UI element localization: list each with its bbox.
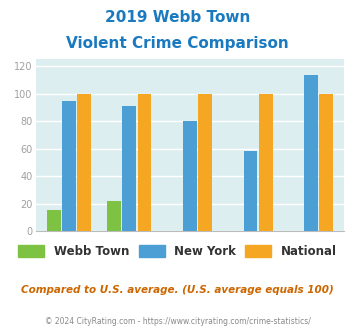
Bar	[47, 211, 61, 231]
Bar	[107, 201, 121, 231]
Bar	[198, 94, 212, 231]
Text: 2019 Webb Town: 2019 Webb Town	[105, 10, 250, 25]
Text: Violent Crime Comparison: Violent Crime Comparison	[66, 36, 289, 51]
Bar	[319, 94, 333, 231]
Bar	[259, 94, 273, 231]
Bar	[137, 94, 152, 231]
Bar	[244, 151, 257, 231]
Bar	[122, 106, 136, 231]
Bar	[77, 94, 91, 231]
Bar	[304, 75, 318, 231]
Legend: Webb Town, New York, National: Webb Town, New York, National	[18, 245, 337, 258]
Text: Compared to U.S. average. (U.S. average equals 100): Compared to U.S. average. (U.S. average …	[21, 285, 334, 295]
Bar	[183, 121, 197, 231]
Text: © 2024 CityRating.com - https://www.cityrating.com/crime-statistics/: © 2024 CityRating.com - https://www.city…	[45, 317, 310, 326]
Bar	[62, 101, 76, 231]
